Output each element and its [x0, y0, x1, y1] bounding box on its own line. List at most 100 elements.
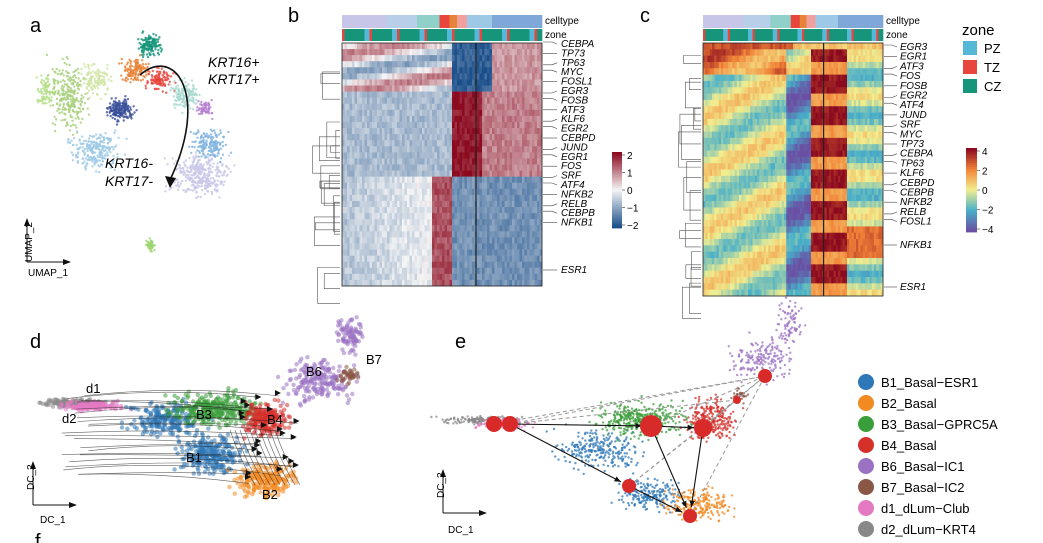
umap-cell-point — [173, 181, 176, 184]
umap-cell-point — [101, 160, 105, 163]
heatmap-cell — [519, 182, 523, 190]
heatmap-cell — [399, 188, 403, 196]
heatmap-cell — [354, 73, 358, 80]
umap-cell-point — [56, 109, 59, 113]
heatmap-cell — [399, 67, 403, 74]
heatmap-cell — [362, 134, 365, 141]
heatmap-cell — [492, 121, 495, 129]
heatmap-cell — [539, 207, 543, 214]
heatmap-cell — [439, 249, 443, 256]
heatmap-cell — [367, 55, 370, 62]
umap-cell-point — [97, 156, 100, 159]
heatmap-cell — [522, 164, 525, 171]
heatmap-cell — [482, 152, 485, 159]
umap-cell-point — [215, 142, 219, 146]
heatmap-cell — [502, 152, 505, 159]
umap-cell-point — [155, 70, 159, 73]
heatmap-cell — [494, 49, 498, 56]
heatmap-cell — [524, 121, 528, 129]
umap-cell-point — [196, 106, 199, 109]
umap-cell-point — [145, 74, 148, 77]
zone-track-cell — [522, 29, 525, 41]
heatmap-cell — [404, 194, 408, 202]
heatmap-cell — [527, 128, 530, 135]
heatmap-cell — [407, 237, 410, 244]
heatmap-cell — [512, 249, 515, 256]
heatmap-cell — [469, 49, 473, 56]
heatmap-cell — [447, 97, 450, 105]
heatmap-cell — [539, 91, 543, 98]
umap-cell-point — [210, 158, 213, 161]
heatmap-cell — [404, 158, 408, 165]
umap-cell-point — [150, 74, 154, 77]
heatmap-cell — [357, 255, 360, 262]
heatmap-cell — [537, 219, 540, 226]
heatmap-cell — [454, 85, 458, 92]
heatmap-cell — [519, 225, 523, 232]
umap-cell-point — [184, 159, 187, 162]
heatmap-cell — [462, 85, 465, 92]
heatmap-cell — [382, 170, 385, 177]
umap-cell-point — [109, 114, 112, 118]
umap-cell-point — [191, 87, 195, 90]
umap-cell-point — [195, 109, 198, 112]
heatmap-cell — [392, 140, 395, 147]
umap-cell-point — [104, 132, 107, 135]
heatmap-cell — [412, 85, 415, 92]
umap-cell-point — [200, 189, 204, 192]
umap-cell-point — [216, 162, 219, 165]
heatmap-cell — [477, 225, 480, 232]
heatmap-cell — [382, 85, 385, 92]
heatmap-cell — [472, 128, 475, 135]
heatmap-cell — [529, 158, 533, 165]
celltype-track-cell — [349, 15, 353, 28]
heatmap-cell — [484, 134, 488, 141]
umap-cell-point — [209, 177, 213, 180]
umap-cell-point — [209, 136, 212, 139]
heatmap-cell — [502, 194, 505, 202]
heatmap-cell — [434, 146, 438, 153]
umap-cell-point — [144, 37, 147, 40]
umap-cell-point — [46, 80, 50, 83]
heatmap-cell — [382, 200, 385, 208]
heatmap-cell — [522, 243, 525, 250]
heatmap-cell — [344, 61, 348, 68]
umap-cell-point — [105, 146, 108, 149]
zone-track-cell — [524, 29, 528, 41]
heatmap-cell — [362, 140, 365, 147]
heatmap-cell — [367, 213, 370, 220]
heatmap-cell — [364, 231, 368, 238]
heatmap-cell — [362, 176, 365, 184]
umap-cell-point — [105, 151, 109, 154]
heatmap-cell — [477, 213, 480, 220]
heatmap-cell — [522, 188, 525, 196]
heatmap-cell — [537, 79, 540, 86]
heatmap-cell — [509, 170, 513, 177]
heatmap-cell — [407, 170, 410, 177]
heatmap-cell — [347, 255, 350, 262]
heatmap-cell — [359, 255, 363, 262]
heatmap-cell — [354, 55, 358, 62]
heatmap-cell — [349, 213, 353, 220]
heatmap-cell — [502, 61, 505, 68]
heatmap-cell — [424, 152, 428, 159]
heatmap-cell — [484, 176, 488, 184]
heatmap-cell — [442, 243, 445, 250]
heatmap-cell — [369, 140, 373, 147]
umap-cell-point — [70, 103, 73, 106]
heatmap-cell — [494, 61, 498, 68]
umap-cell-point — [93, 135, 96, 138]
umap-cell-point — [82, 142, 85, 145]
umap-cell-point — [120, 74, 123, 77]
heatmap-cell — [354, 243, 358, 250]
heatmap-cell — [454, 43, 458, 50]
heatmap-cell — [504, 55, 508, 62]
heatmap-cell — [539, 237, 543, 244]
umap-cell-point — [219, 170, 222, 174]
heatmap-cell — [434, 182, 438, 190]
umap-cell-point — [182, 161, 186, 164]
heatmap-cell — [357, 249, 360, 256]
heatmap-cell — [484, 103, 488, 111]
zone-track-cell — [477, 29, 480, 41]
heatmap-cell — [414, 146, 418, 153]
